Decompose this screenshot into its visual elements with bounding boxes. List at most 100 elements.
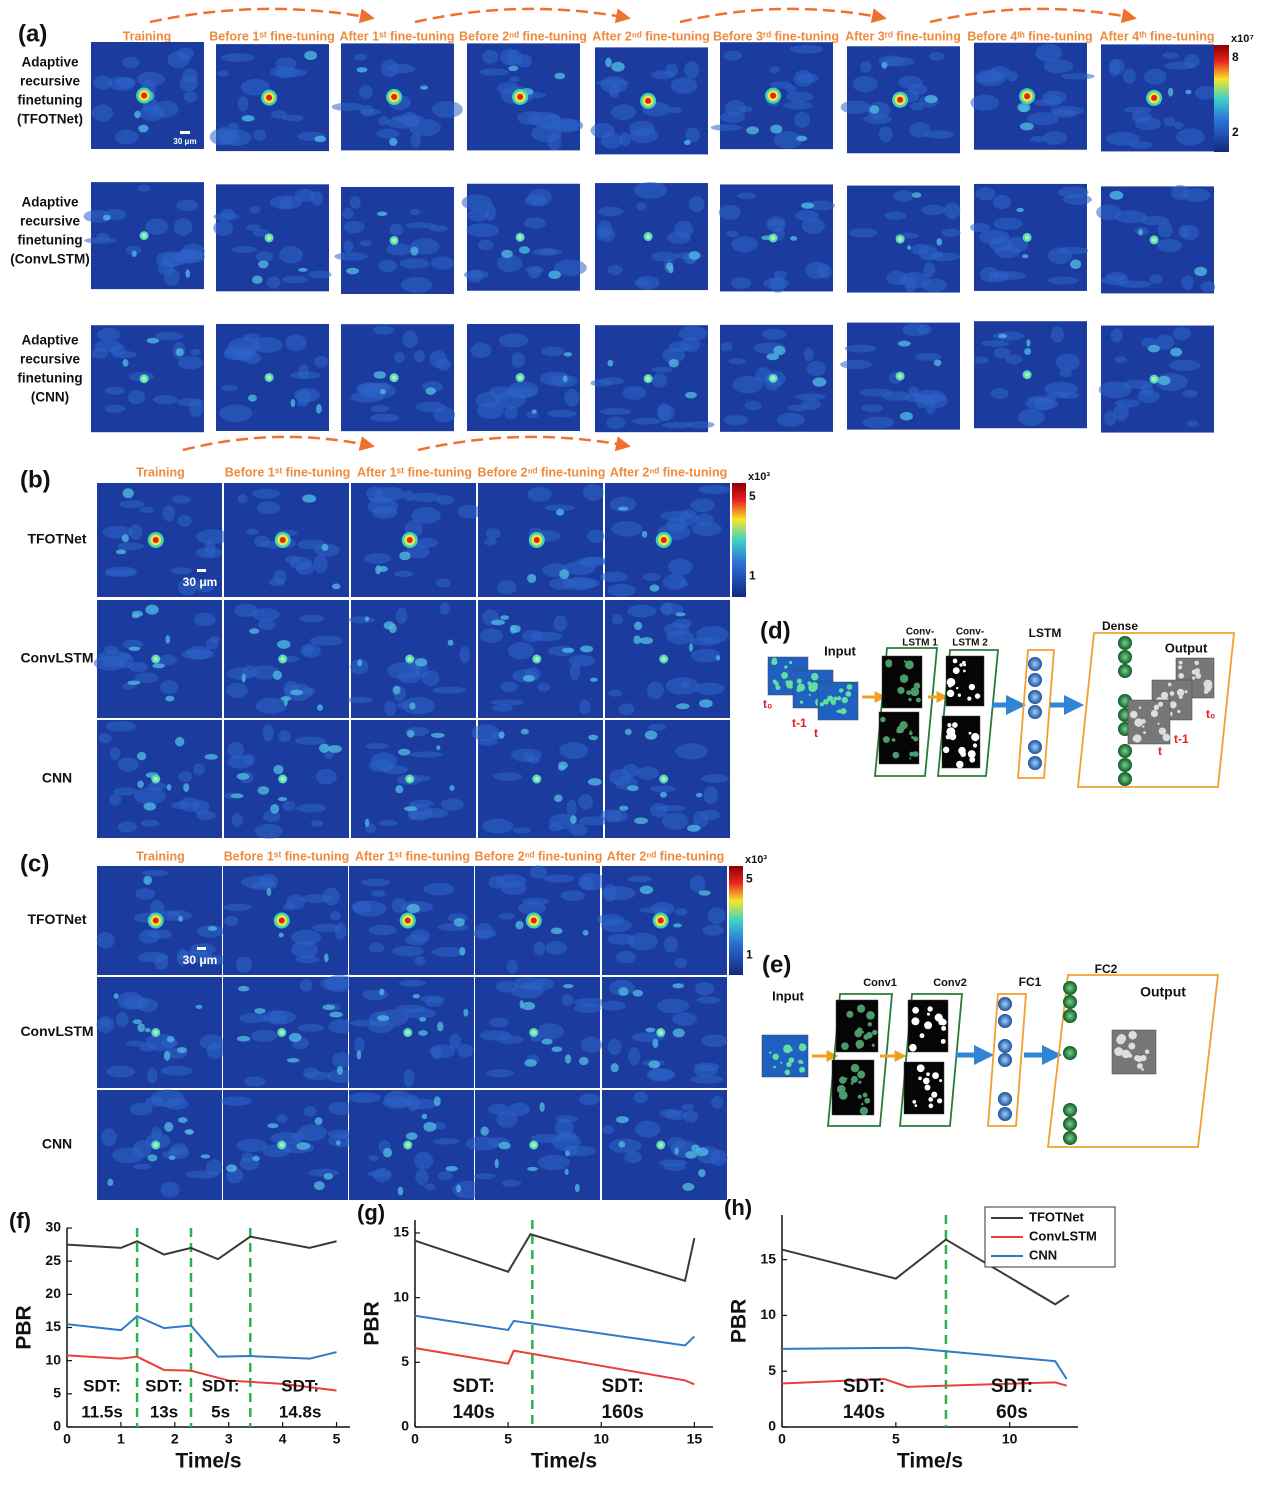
bright-spot bbox=[611, 62, 624, 72]
bright-spot bbox=[1026, 339, 1030, 346]
texture bbox=[250, 206, 261, 214]
texture bbox=[769, 66, 780, 73]
bright-spot bbox=[454, 918, 465, 927]
bright-spot bbox=[554, 795, 563, 803]
texture bbox=[680, 681, 691, 689]
colorbar bbox=[732, 483, 746, 597]
annotation: 13s bbox=[150, 1402, 178, 1421]
texture bbox=[647, 1068, 674, 1081]
focus bbox=[154, 657, 158, 661]
feature bbox=[952, 722, 958, 728]
feature bbox=[908, 698, 911, 701]
texture bbox=[689, 196, 705, 212]
bright-spot bbox=[175, 737, 184, 747]
texture bbox=[182, 243, 205, 259]
texture bbox=[193, 764, 205, 776]
texture bbox=[786, 85, 797, 93]
bright-spot bbox=[237, 773, 250, 780]
bright-spot bbox=[178, 1117, 188, 1123]
texture bbox=[611, 521, 642, 536]
texture bbox=[849, 228, 877, 237]
texture bbox=[694, 1063, 720, 1072]
bright-spot bbox=[619, 806, 628, 811]
feature bbox=[773, 1054, 779, 1060]
texture bbox=[165, 1098, 189, 1110]
texture bbox=[177, 200, 199, 211]
texture bbox=[852, 76, 877, 92]
texture bbox=[177, 398, 204, 406]
bright-spot bbox=[316, 404, 322, 414]
bright-spot bbox=[296, 1142, 310, 1150]
texture bbox=[678, 581, 688, 587]
texture bbox=[679, 326, 708, 341]
heatmap-image bbox=[347, 600, 476, 718]
feature bbox=[899, 721, 907, 729]
texture bbox=[196, 547, 222, 558]
heatmap-image bbox=[600, 720, 730, 838]
bright-spot bbox=[645, 730, 658, 739]
feature bbox=[857, 1005, 865, 1013]
bright-spot bbox=[418, 1030, 427, 1036]
heatmap-image bbox=[602, 1090, 727, 1200]
texture bbox=[244, 1076, 266, 1086]
focus bbox=[280, 1030, 284, 1034]
texture bbox=[601, 133, 623, 149]
bright-spot bbox=[317, 704, 323, 710]
neuron bbox=[1118, 744, 1132, 758]
bright-spot bbox=[698, 1169, 705, 1177]
bright-spot bbox=[406, 1132, 418, 1140]
texture bbox=[371, 405, 390, 412]
texture bbox=[178, 771, 192, 782]
bright-spot bbox=[448, 640, 454, 646]
texture bbox=[232, 813, 243, 826]
texture bbox=[600, 76, 627, 93]
bright-spot bbox=[144, 802, 156, 810]
texture bbox=[719, 205, 741, 220]
row-label: Adaptive bbox=[21, 195, 79, 210]
texture bbox=[109, 793, 121, 806]
texture bbox=[991, 388, 1008, 399]
texture bbox=[438, 1171, 452, 1180]
heatmap-image bbox=[334, 187, 454, 294]
annotation: 140s bbox=[453, 1402, 495, 1423]
bright-spot bbox=[167, 784, 172, 790]
focus bbox=[391, 94, 397, 100]
texture bbox=[134, 787, 166, 804]
bright-spot bbox=[423, 1122, 436, 1132]
texture bbox=[1164, 62, 1195, 70]
feature bbox=[807, 681, 811, 685]
texture bbox=[993, 195, 1011, 209]
texture bbox=[122, 57, 139, 68]
texture bbox=[439, 603, 450, 615]
heatmap-image bbox=[223, 866, 348, 975]
heatmap-image bbox=[720, 325, 833, 432]
texture bbox=[235, 349, 253, 362]
texture bbox=[437, 359, 451, 371]
texture bbox=[396, 608, 408, 624]
texture bbox=[387, 662, 421, 679]
focus bbox=[532, 1030, 536, 1034]
heatmap-image bbox=[351, 720, 476, 838]
texture bbox=[174, 218, 193, 236]
bright-spot bbox=[302, 495, 316, 503]
texture bbox=[745, 401, 762, 411]
panel-label: (c) bbox=[20, 850, 49, 877]
texture bbox=[231, 246, 257, 252]
layer-label: LSTM 2 bbox=[952, 638, 988, 649]
panel-label: (d) bbox=[760, 617, 791, 644]
texture bbox=[368, 498, 399, 514]
texture bbox=[970, 95, 999, 111]
bright-spot bbox=[770, 125, 782, 134]
heatmap-image bbox=[970, 43, 1094, 150]
bright-spot bbox=[137, 780, 144, 788]
feature bbox=[971, 733, 979, 741]
column-header: Before 2ⁿᵈ fine-tuning bbox=[478, 465, 606, 479]
bright-spot bbox=[500, 615, 509, 620]
texture bbox=[106, 721, 136, 732]
texture bbox=[696, 626, 729, 643]
y-tick-label: 25 bbox=[45, 1252, 61, 1268]
bright-spot bbox=[132, 614, 140, 619]
layer-label: FC2 bbox=[1095, 962, 1118, 976]
colorbar-label: 5 bbox=[746, 871, 753, 885]
texture bbox=[140, 507, 154, 513]
